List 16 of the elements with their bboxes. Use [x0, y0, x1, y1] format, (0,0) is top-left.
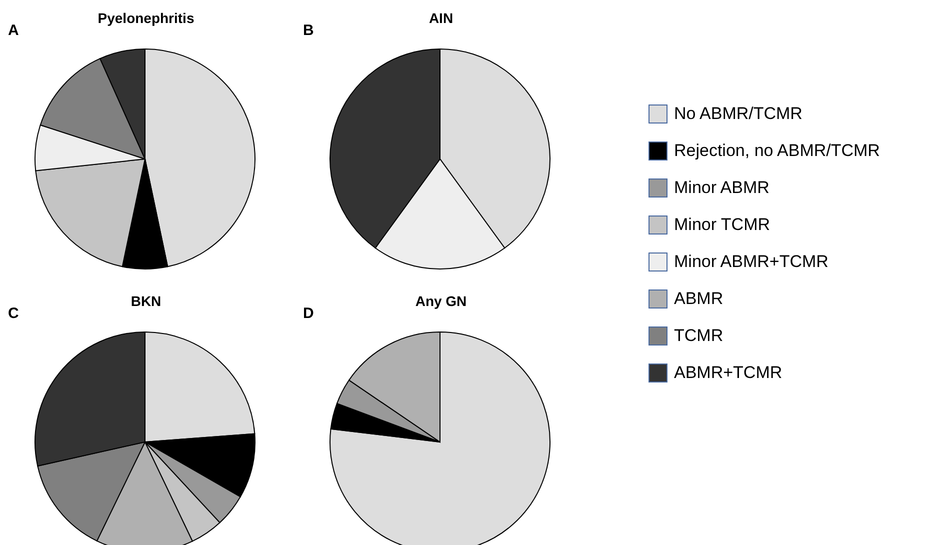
legend-label: ABMR: [674, 288, 724, 308]
legend-label: Minor ABMR: [674, 178, 770, 198]
legend-label: No ABMR/TCMR: [674, 104, 802, 124]
text: C: [8, 305, 19, 322]
text: B: [303, 22, 314, 39]
text: A: [8, 22, 19, 39]
chart-title: Any GN: [415, 293, 467, 309]
text: D: [303, 305, 314, 322]
chart-title: BKN: [130, 293, 162, 309]
legend-label: TCMR: [674, 326, 724, 346]
legend-label: Rejection, no ABMR/TCMR: [674, 140, 880, 160]
legend-label: ABMR+TCMR: [674, 362, 782, 382]
chart-title: Pyelonephritis: [98, 10, 194, 26]
legend-label: Minor ABMR+TCMR: [674, 252, 828, 272]
legend-label: Minor TCMR: [674, 214, 770, 234]
chart-title: AIN: [428, 10, 454, 26]
